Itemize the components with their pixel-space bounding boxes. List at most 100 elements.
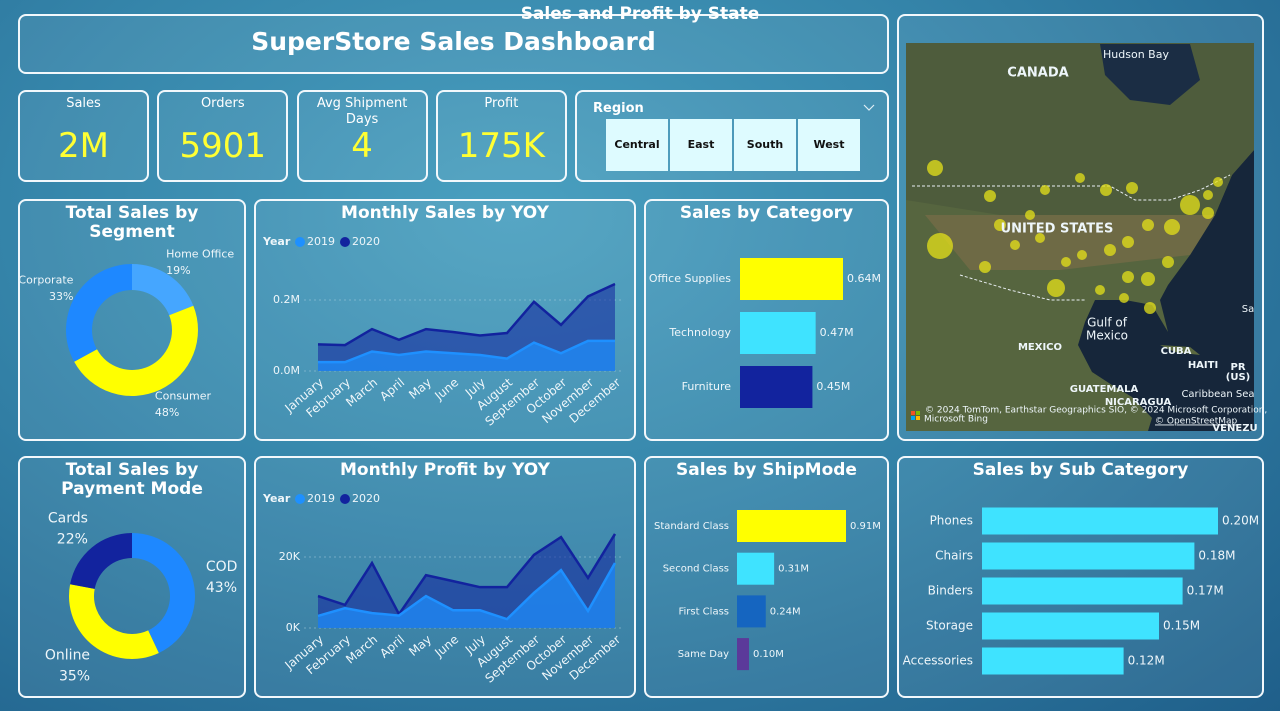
kpi-label: Orders — [200, 96, 245, 111]
donut-slice — [69, 584, 159, 659]
bar-label: Binders — [928, 584, 973, 598]
bar — [982, 612, 1159, 640]
slice-label: Consumer — [155, 389, 212, 402]
slice-value: 19% — [166, 264, 190, 277]
map-bubble — [1035, 233, 1045, 243]
bar — [982, 577, 1183, 605]
dropdown-chevron[interactable] — [863, 104, 875, 112]
map-bubble — [1164, 219, 1180, 235]
bar-label: Same Day — [678, 649, 729, 660]
slice-value: 35% — [59, 669, 90, 685]
map-bubble — [1180, 195, 1200, 215]
kpi-value: 175K — [457, 126, 545, 166]
map-title: Sales and Profit by State — [520, 4, 760, 24]
map-label: UNITED STATES — [1001, 222, 1114, 237]
bar-label: Furniture — [682, 380, 732, 393]
map-bubble — [1122, 236, 1134, 248]
slicer-button[interactable]: Central — [606, 119, 668, 171]
bar-value: 0.10M — [753, 649, 784, 660]
map-bubble — [1203, 190, 1213, 200]
bar — [737, 552, 775, 585]
bar-value: 0.31M — [778, 564, 809, 575]
x-tick-label: April — [377, 375, 407, 403]
kpi-label: Profit — [484, 96, 519, 111]
legend-label: 2019 — [307, 235, 335, 248]
bar-value: 0.15M — [1163, 619, 1200, 633]
map-label: Mexico — [1086, 329, 1128, 343]
area-fill — [318, 563, 615, 628]
map-label: VENEZU — [1212, 423, 1257, 434]
kpi-card: Orders 5901 — [157, 90, 289, 182]
bar-label: Chairs — [935, 549, 973, 563]
bar-value: 0.17M — [1187, 584, 1224, 598]
map-label: Caribbean Sea — [1181, 389, 1254, 400]
map-bubble — [1162, 256, 1174, 268]
slice-value: 33% — [49, 290, 73, 303]
bar-value: 0.45M — [816, 380, 850, 393]
bar — [737, 510, 846, 542]
dashboard-title: SuperStore Sales Dashboard — [251, 27, 656, 56]
donut-slice — [74, 305, 199, 397]
slice-label: COD — [206, 559, 238, 575]
map-bubble — [1119, 293, 1129, 303]
slice-label: Home Office — [166, 247, 234, 260]
bar-label: Second Class — [663, 564, 729, 575]
bing-logo — [916, 416, 920, 420]
slicer-button[interactable]: West — [798, 119, 860, 171]
legend-swatch — [340, 494, 350, 504]
map-bubble — [994, 219, 1006, 231]
chart-panel — [18, 199, 246, 441]
map-provider: Microsoft Bing — [924, 415, 988, 425]
map-bubble — [1040, 185, 1050, 195]
title-panel: SuperStore Sales Dashboard — [18, 14, 889, 74]
y-tick-label: 0K — [286, 621, 301, 634]
map-bubble — [927, 233, 953, 259]
border — [959, 274, 1085, 301]
bar-value: 0.20M — [1222, 514, 1259, 528]
bar-value: 0.18M — [1198, 549, 1235, 563]
area-line — [317, 533, 617, 617]
bar — [737, 638, 749, 671]
x-tick-label: April — [377, 632, 407, 660]
map-bubble — [1095, 285, 1105, 295]
bar-value: 0.91M — [850, 521, 881, 532]
bar — [982, 542, 1195, 570]
map-label: CANADA — [1007, 66, 1068, 81]
kpi-card: Avg Shipment Days 4 — [296, 90, 428, 182]
map-attribution: © 2024 TomTom, Earthstar Geographics SIO… — [925, 406, 1267, 416]
legend-swatch — [295, 494, 305, 504]
map-label: NICARAGUA — [1105, 397, 1172, 408]
kpi-label: Avg Shipment Days — [316, 96, 408, 127]
map-osm: © OpenStreetMap — [1155, 417, 1238, 427]
x-tick-label: March — [343, 632, 380, 666]
region-slicer: Region Central East South West — [575, 90, 889, 182]
kpi-label: Sales — [66, 96, 101, 111]
x-tick-label: March — [343, 375, 380, 409]
bar-value: 0.12M — [1128, 654, 1165, 668]
bar-label: Accessories — [903, 654, 973, 668]
slice-value: 48% — [155, 406, 179, 419]
area-line — [317, 282, 616, 347]
hudson-bay — [1100, 44, 1200, 105]
map-bubble — [1213, 177, 1223, 187]
slicer-button[interactable]: South — [734, 119, 796, 171]
slicer-title: Region — [593, 101, 644, 116]
x-tick-label: June — [431, 375, 461, 403]
map-bubble — [1025, 210, 1035, 220]
legend-label: 2019 — [307, 492, 335, 505]
map-bubble — [1077, 250, 1087, 260]
chart-title: Monthly Profit by YOY — [340, 460, 550, 480]
map-bubble — [1104, 244, 1116, 256]
bar — [737, 595, 766, 628]
slice-value: 22% — [57, 531, 88, 547]
x-tick-label: May — [406, 375, 434, 402]
x-tick-label: June — [431, 632, 461, 660]
area-line — [318, 339, 615, 364]
bar-value: 0.47M — [820, 326, 854, 339]
donut-slice — [132, 264, 194, 316]
slicer-button[interactable]: East — [670, 119, 732, 171]
map-label: HAITI — [1188, 360, 1218, 371]
chart-title: Total Sales by Segment — [65, 203, 199, 242]
